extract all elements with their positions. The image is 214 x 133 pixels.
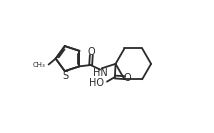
Text: O: O: [124, 73, 131, 83]
Text: S: S: [62, 71, 68, 81]
Text: HO: HO: [89, 78, 104, 88]
Text: O: O: [88, 47, 95, 57]
Text: CH₃: CH₃: [33, 62, 46, 68]
Text: HN: HN: [93, 68, 107, 78]
